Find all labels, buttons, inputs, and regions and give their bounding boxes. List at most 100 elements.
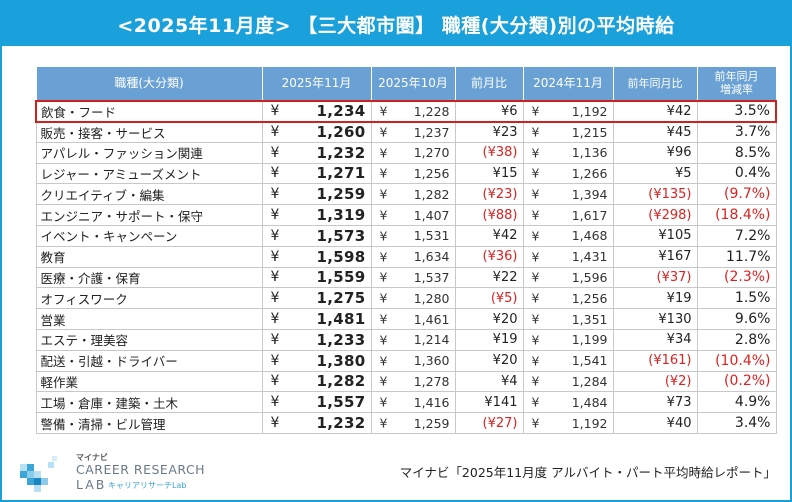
logo-brand-sub: キャリアリサーチLab [108, 481, 187, 490]
cell-yoy-rate: (0.2%) [696, 370, 777, 393]
cell-oct2025: ¥1,634 [370, 245, 456, 268]
table-row: 警備・清掃・ビル管理 ¥1,232 ¥1,259 (¥27) ¥1,192 ¥40 3.4% [35, 412, 777, 434]
cell-nov2024: ¥1,617 [522, 204, 614, 226]
cell-oct2025: ¥1,280 [370, 287, 456, 310]
value-oct2025: 1,270 [413, 145, 450, 161]
cell-nov2024: ¥1,468 [522, 224, 614, 247]
cell-category: エステ・理美容 [35, 328, 263, 351]
cell-mom: ¥20 [454, 349, 524, 372]
yen-symbol: ¥ [379, 311, 388, 327]
yen-symbol: ¥ [531, 228, 540, 244]
value-oct2025: 1,228 [413, 103, 450, 119]
cell-oct2025: ¥1,461 [370, 308, 456, 330]
yen-symbol: ¥ [270, 331, 280, 348]
cell-yoy: (¥161) [612, 349, 698, 372]
cell-yoy-rate: (9.7%) [696, 183, 777, 206]
yen-symbol: ¥ [531, 290, 540, 306]
table-row: 配送・引越・ドライバー ¥1,380 ¥1,360 ¥20 ¥1,541 (¥161) (1… [35, 349, 777, 372]
yen-symbol: ¥ [531, 311, 540, 327]
page-title: <2025年11月度> 【三大都市圏】 職種(大分類)別の平均時給 [2, 2, 790, 46]
table-header-row: 職種(大分類) 2025年11月 2025年10月 前月比 2024年11月 前… [35, 66, 777, 101]
cell-oct2025: ¥1,416 [370, 391, 456, 414]
value-nov2024: 1,256 [571, 290, 608, 306]
cell-mom: (¥5) [454, 287, 524, 310]
value-nov2025: 1,232 [316, 414, 366, 433]
value-oct2025: 1,537 [413, 269, 450, 285]
table-row: 軽作業 ¥1,282 ¥1,278 ¥4 ¥1,284 (¥2) (0.2%) [35, 370, 777, 393]
cell-mom: (¥88) [454, 204, 524, 226]
value-nov2025: 1,232 [316, 143, 366, 162]
cell-yoy-rate: 8.5% [696, 141, 777, 164]
cell-yoy-rate: 2.8% [696, 328, 777, 351]
cell-nov2025: ¥1,481 [261, 308, 372, 330]
cell-category: 配送・引越・ドライバー [35, 349, 263, 372]
cell-nov2024: ¥1,484 [522, 391, 614, 414]
value-oct2025: 1,407 [413, 207, 450, 223]
cell-category: 飲食・フード [35, 99, 263, 123]
value-nov2025: 1,573 [316, 226, 366, 245]
career-research-lab-logo: マイナビ CAREER RESEARCH LAB キャリアリサーチLab [16, 448, 216, 494]
table-row: エステ・理美容 ¥1,233 ¥1,214 ¥19 ¥1,199 ¥34 2.8% [35, 328, 777, 351]
value-nov2025: 1,380 [316, 351, 366, 370]
value-nov2024: 1,284 [571, 373, 608, 389]
cell-nov2024: ¥1,199 [522, 328, 614, 351]
yen-symbol: ¥ [270, 124, 280, 141]
header-mom: 前月比 [454, 66, 524, 101]
cell-nov2024: ¥1,394 [522, 183, 614, 206]
yen-symbol: ¥ [379, 249, 388, 265]
value-oct2025: 1,259 [413, 415, 450, 431]
yen-symbol: ¥ [531, 269, 540, 285]
value-nov2025: 1,559 [316, 268, 366, 287]
cell-oct2025: ¥1,259 [370, 412, 456, 434]
cell-oct2025: ¥1,537 [370, 266, 456, 289]
cell-mom: (¥27) [454, 412, 524, 434]
value-nov2024: 1,596 [571, 269, 608, 285]
header-category: 職種(大分類) [35, 66, 263, 101]
table-row: 営業 ¥1,481 ¥1,461 ¥20 ¥1,351 ¥130 9.6% [35, 308, 777, 330]
value-nov2025: 1,557 [316, 393, 366, 412]
cell-yoy: ¥73 [612, 391, 698, 414]
header-nov2025: 2025年11月 [261, 66, 372, 101]
header-yoy-rate-line2: 増減率 [720, 83, 753, 97]
yen-symbol: ¥ [531, 373, 540, 389]
cell-mom: ¥23 [454, 121, 524, 143]
value-nov2024: 1,431 [571, 249, 608, 265]
value-oct2025: 1,256 [413, 165, 450, 181]
cell-mom: ¥22 [454, 266, 524, 289]
value-nov2024: 1,541 [571, 353, 608, 369]
yen-symbol: ¥ [270, 165, 280, 182]
cell-oct2025: ¥1,228 [370, 99, 456, 123]
yen-symbol: ¥ [379, 353, 388, 369]
table-body: 飲食・フード ¥1,234 ¥1,228 ¥6 ¥1,192 ¥42 3.5% 販売・接客・サ… [35, 99, 777, 434]
cell-category: レジャー・アミューズメント [35, 162, 263, 185]
cell-nov2025: ¥1,232 [261, 412, 372, 434]
cell-nov2024: ¥1,192 [522, 412, 614, 434]
cell-nov2025: ¥1,233 [261, 328, 372, 351]
yen-symbol: ¥ [379, 145, 388, 161]
cell-nov2025: ¥1,557 [261, 391, 372, 414]
yen-symbol: ¥ [531, 353, 540, 369]
value-nov2025: 1,319 [316, 206, 366, 225]
value-oct2025: 1,278 [413, 373, 450, 389]
yen-symbol: ¥ [270, 186, 280, 203]
yen-symbol: ¥ [270, 248, 280, 265]
cell-nov2025: ¥1,598 [261, 245, 372, 268]
cell-nov2025: ¥1,573 [261, 224, 372, 247]
yen-symbol: ¥ [379, 186, 388, 202]
cell-nov2024: ¥1,192 [522, 99, 614, 123]
cell-category: クリエイティブ・編集 [35, 183, 263, 206]
yen-symbol: ¥ [531, 415, 540, 431]
cell-yoy-rate: 9.6% [696, 308, 777, 330]
cell-oct2025: ¥1,278 [370, 370, 456, 393]
yen-symbol: ¥ [379, 103, 388, 119]
cell-mom: ¥15 [454, 162, 524, 185]
cell-oct2025: ¥1,282 [370, 183, 456, 206]
value-nov2025: 1,234 [316, 102, 366, 120]
cell-nov2024: ¥1,266 [522, 162, 614, 185]
yen-symbol: ¥ [531, 124, 540, 140]
cell-category: オフィスワーク [35, 287, 263, 310]
cell-category: イベント・キャンペーン [35, 224, 263, 247]
cell-mom: ¥20 [454, 308, 524, 330]
value-nov2025: 1,598 [316, 247, 366, 266]
